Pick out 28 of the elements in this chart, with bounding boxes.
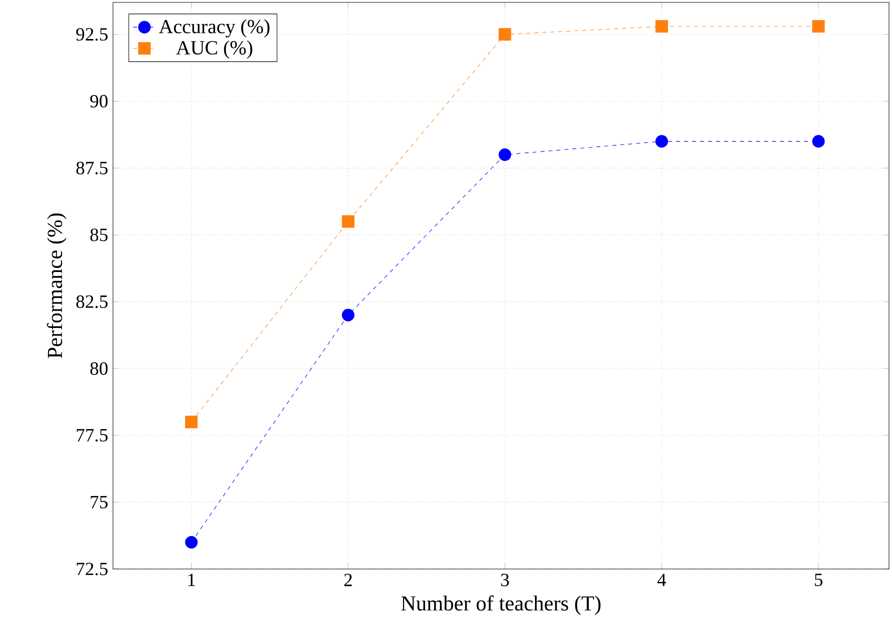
y-tick-label: 82.5 (76, 295, 108, 308)
point (812, 135, 825, 148)
legend-label: AUC (%) (176, 40, 252, 59)
x-tick-label: 5 (814, 574, 822, 586)
point (185, 536, 198, 549)
x-tick-label: 1 (188, 574, 195, 586)
point (185, 416, 198, 428)
y-axis-title: Performance (%) (46, 213, 66, 358)
point (342, 308, 354, 322)
point (498, 28, 512, 41)
y-tick-label: 90 (90, 94, 108, 108)
point (655, 20, 668, 33)
x-tick-label: 3 (501, 574, 509, 586)
point (812, 20, 825, 33)
legend-label: Accuracy (%) (158, 19, 270, 38)
y-tick-label: 72.5 (76, 562, 108, 576)
point (342, 215, 354, 228)
y-tick-label: 85 (90, 228, 108, 242)
x-tick-label: 2 (344, 574, 352, 586)
y-tick-label: 77.5 (76, 429, 108, 442)
y-tick-label: 80 (90, 362, 108, 375)
y-tick-label: 92.5 (76, 28, 108, 41)
point (655, 135, 668, 148)
y-tick-label: 75 (90, 496, 108, 508)
y-tick-label: 87.5 (76, 162, 108, 174)
x-tick-label: 4 (657, 574, 666, 586)
x-axis-title: Number of teachers (T) (401, 595, 600, 615)
point (498, 148, 512, 161)
